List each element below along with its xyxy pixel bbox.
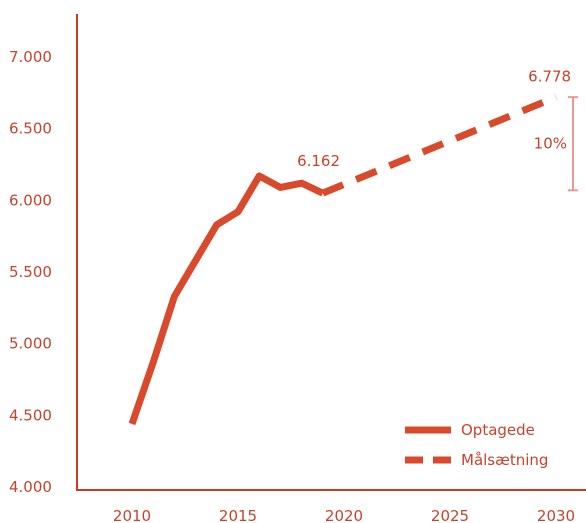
range-bracket: 10% xyxy=(534,96,578,192)
data-label: 6.162 xyxy=(297,152,340,170)
legend-label: Målsætning xyxy=(461,451,548,469)
y-tick-label: 6.500 xyxy=(9,120,52,138)
y-tick-label: 6.000 xyxy=(9,191,52,209)
series-line-optagede xyxy=(128,172,325,426)
x-tick-label: 2015 xyxy=(219,507,257,523)
series-line-maalsaetning xyxy=(321,93,558,197)
annotations: 6.162 6.778 xyxy=(297,67,571,170)
y-tick-label: 4.500 xyxy=(9,406,52,424)
y-tick-label: 5.000 xyxy=(9,335,52,353)
y-tick-label: 7.000 xyxy=(9,48,52,66)
chart-series xyxy=(128,93,558,426)
y-tick-label: 5.500 xyxy=(9,263,52,281)
bracket-label: 10% xyxy=(534,135,567,153)
legend: Optagede Målsætning xyxy=(405,421,548,469)
x-tick-label: 2020 xyxy=(325,507,363,523)
x-axis: 2010 2015 2020 2025 2030 xyxy=(77,489,586,523)
x-tick-label: 2025 xyxy=(431,507,469,523)
legend-label: Optagede xyxy=(461,421,535,439)
x-tick-label: 2030 xyxy=(537,507,575,523)
y-axis: 4.000 4.500 5.000 5.500 6.000 6.500 7.000 xyxy=(9,14,78,496)
y-tick-label: 4.000 xyxy=(9,478,52,496)
data-label: 6.778 xyxy=(528,67,571,85)
x-tick-label: 2010 xyxy=(113,507,151,523)
